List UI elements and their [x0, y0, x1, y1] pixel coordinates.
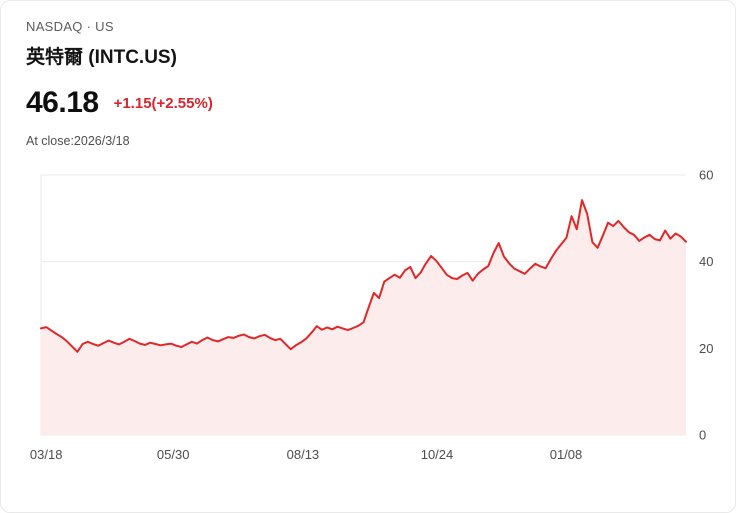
close-time: At close:2026/3/18: [26, 134, 130, 148]
stock-title: 英特爾 (INTC.US): [26, 47, 177, 68]
price-change: +1.15(+2.55%): [113, 94, 213, 112]
svg-text:03/18: 03/18: [30, 447, 63, 462]
svg-text:0: 0: [699, 428, 706, 443]
svg-text:08/13: 08/13: [287, 447, 320, 462]
svg-text:01/08: 01/08: [550, 447, 583, 462]
price-chart-svg: 60 40 20 0 03/18 05/30 08/13 10/24 01/08: [30, 168, 714, 463]
exchange-label: NASDAQ · US: [26, 19, 114, 34]
svg-text:10/24: 10/24: [421, 447, 454, 462]
price-row: 46.18 +1.15(+2.55%): [26, 86, 735, 120]
svg-text:05/30: 05/30: [157, 447, 190, 462]
quote-header: NASDAQ · US 英特爾 (INTC.US) 46.18 +1.15(+2…: [1, 19, 735, 148]
svg-text:60: 60: [699, 168, 713, 183]
svg-text:40: 40: [699, 254, 713, 269]
svg-text:20: 20: [699, 341, 713, 356]
current-price: 46.18: [26, 86, 99, 119]
price-chart: 60 40 20 0 03/18 05/30 08/13 10/24 01/08: [1, 150, 735, 485]
